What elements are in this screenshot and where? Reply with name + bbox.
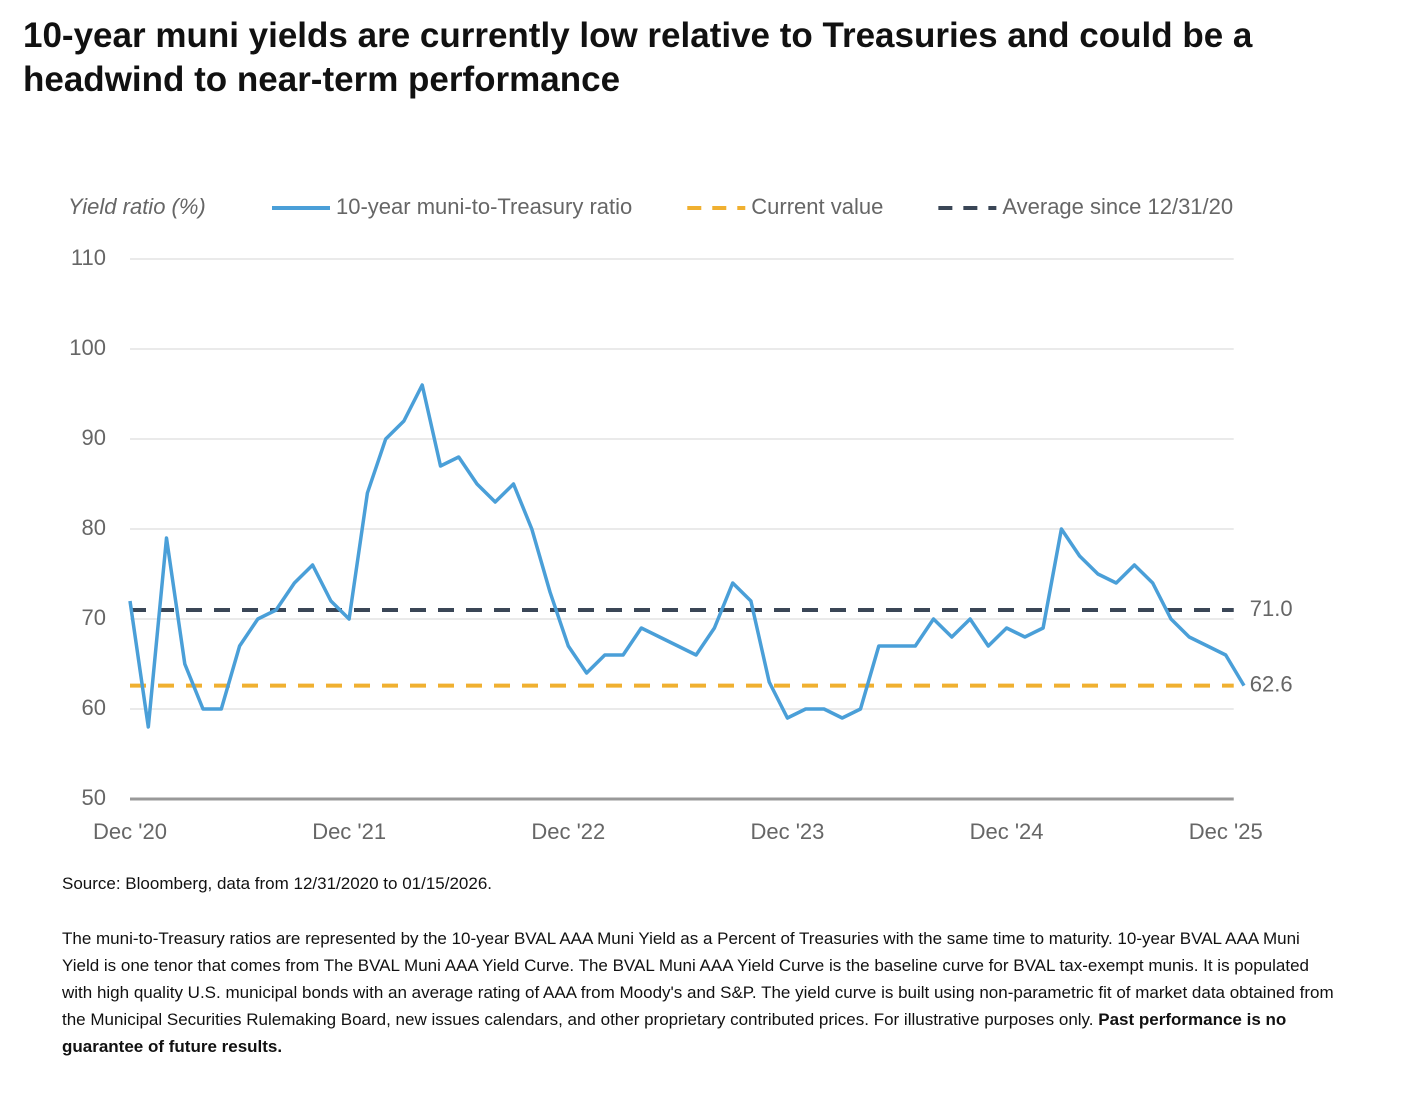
y-tick-label: 70 — [82, 605, 106, 630]
title: 10-year muni yields are currently low re… — [23, 16, 1253, 99]
y-tick-label: 50 — [82, 785, 106, 810]
x-tick-label: Dec '21 — [312, 819, 386, 844]
y-tick-label: 80 — [82, 515, 106, 540]
source: Source: Bloomberg, data from 12/31/2020 … — [62, 874, 493, 893]
x-tick-label: Dec '23 — [750, 819, 824, 844]
notes-bold: Past performance is no guarantee of futu… — [62, 1010, 1287, 1056]
y-tick-label: 90 — [82, 425, 106, 450]
legend-label: Current value — [751, 194, 883, 219]
x-tick-label: Dec '20 — [93, 819, 167, 844]
y-tick-label: 110 — [71, 245, 106, 270]
legend-label: Average since 12/31/20 — [1002, 194, 1233, 219]
x-tick-label: Dec '25 — [1189, 819, 1263, 844]
notes: The muni-to-Treasury ratios are represen… — [62, 925, 1337, 1060]
reference-label: 71.0 — [1250, 596, 1293, 621]
reference-label: 62.6 — [1250, 671, 1293, 696]
y-tick-label: 100 — [69, 335, 106, 360]
data-line — [128, 383, 1246, 729]
legend-label: 10-year muni-to-Treasury ratio — [336, 194, 632, 219]
y-tick-label: 60 — [82, 695, 106, 720]
y-axis-label: Yield ratio (%) — [68, 194, 206, 219]
notes-text: The muni-to-Treasury ratios are represen… — [62, 929, 1334, 1029]
x-tick-label: Dec '22 — [531, 819, 605, 844]
chart: Yield ratio (%) 50 60 70 80 90 100 110 Dec '20 D… — [68, 194, 1293, 844]
x-tick-label: Dec '24 — [970, 819, 1044, 844]
